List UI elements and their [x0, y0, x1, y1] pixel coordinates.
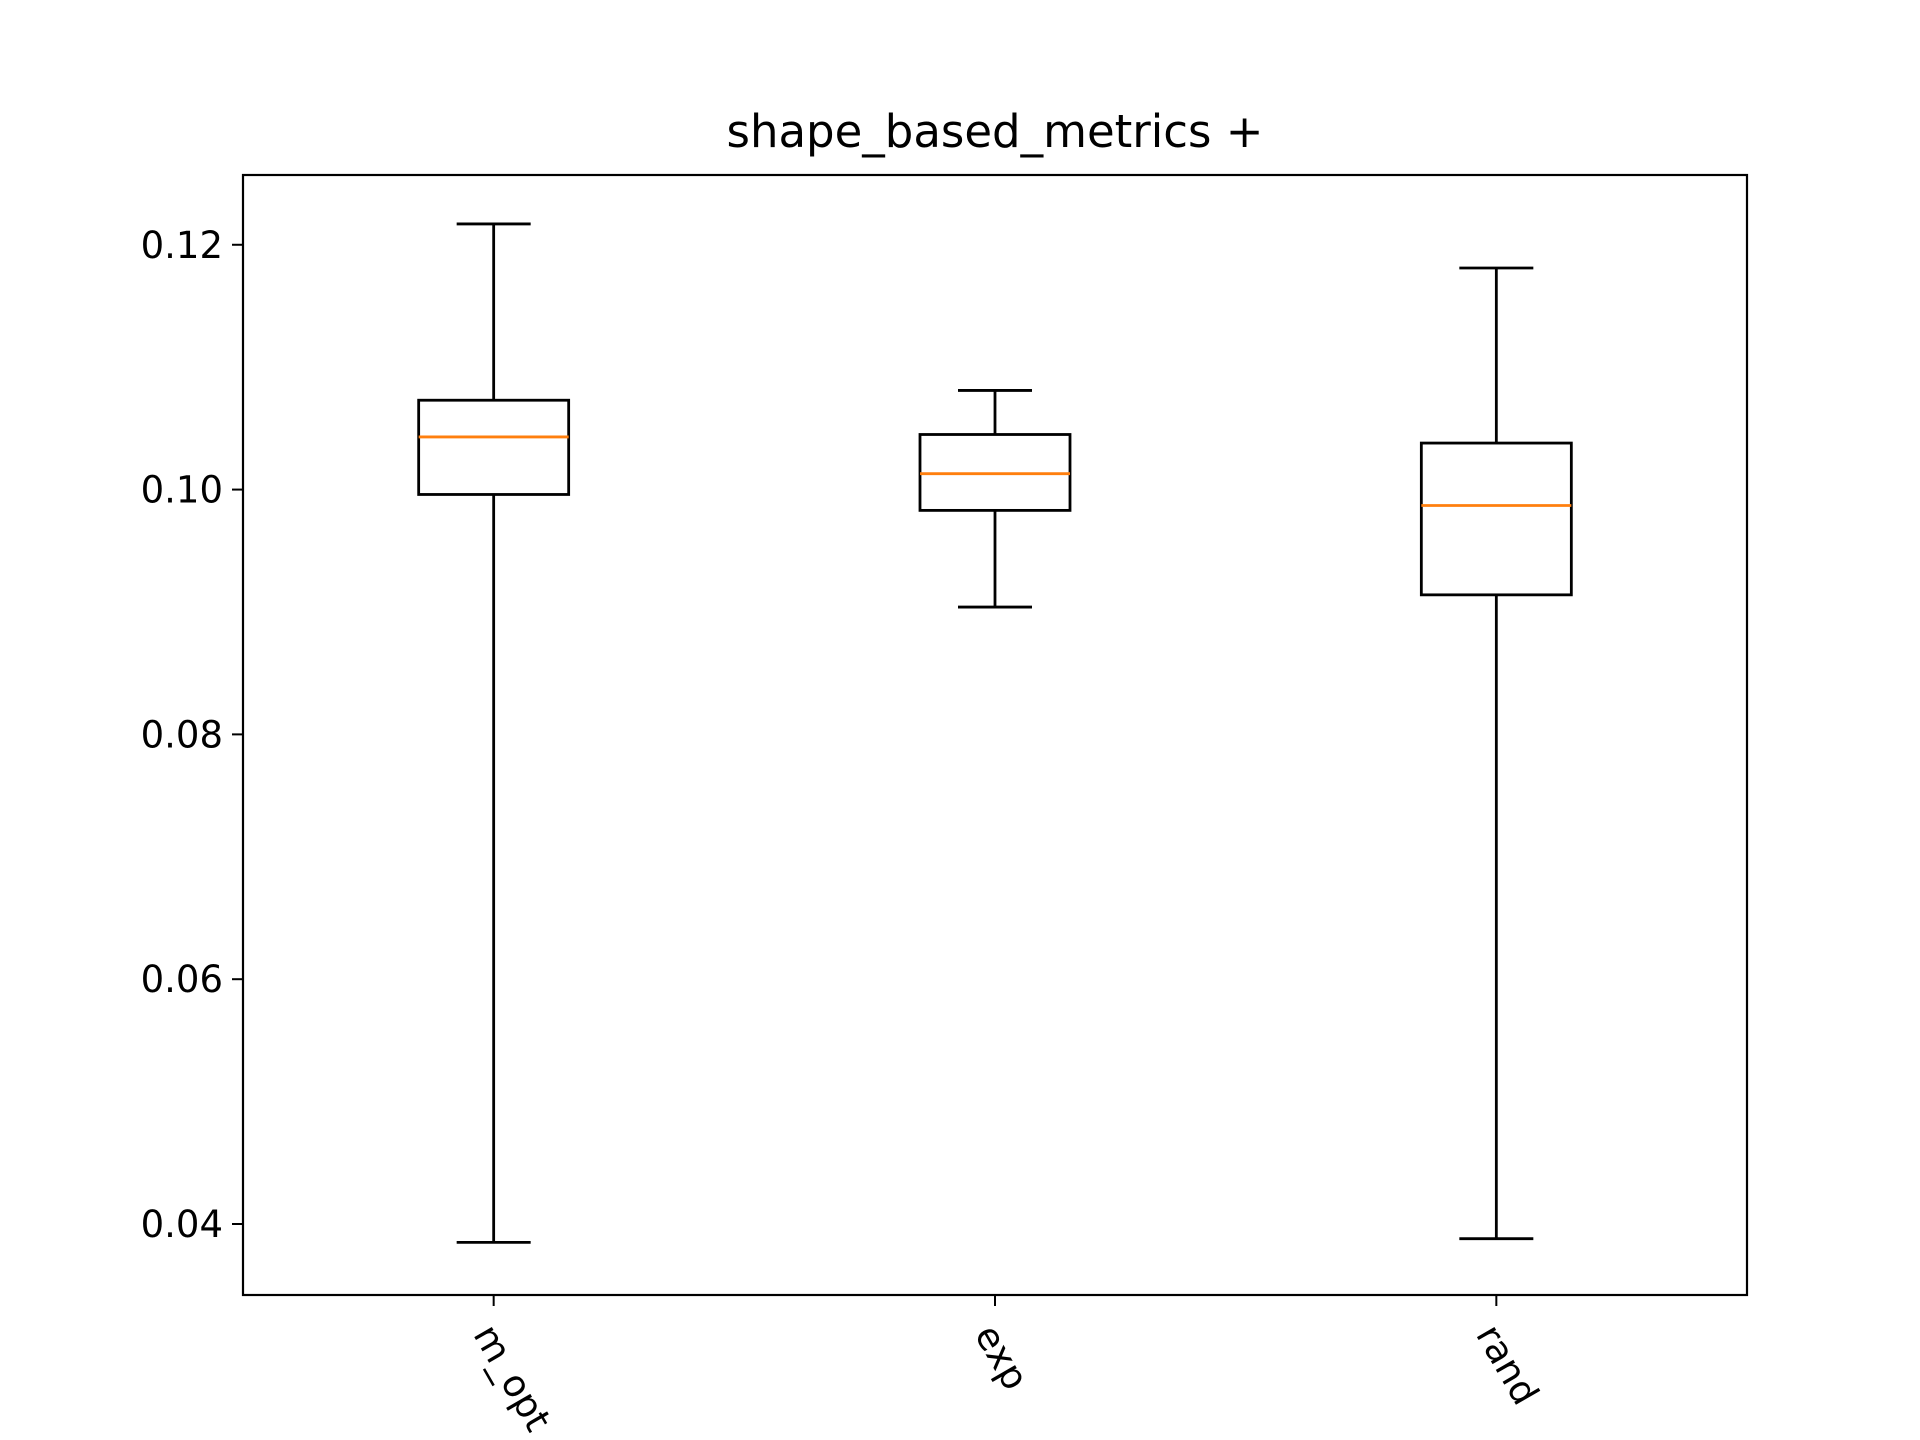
y-tick-label: 0.08	[141, 713, 223, 756]
y-tick-label: 0.06	[141, 958, 223, 1001]
box-rand	[1419, 441, 1573, 597]
plot-area	[417, 222, 1573, 1244]
y-tick-label: 0.12	[141, 224, 223, 267]
y-tick-label: 0.10	[141, 469, 223, 512]
y-tick-label: 0.04	[141, 1203, 223, 1246]
x-tick-label: exp	[966, 1317, 1037, 1397]
box-group-m-opt	[417, 222, 571, 1244]
y-axis: 0.04 0.06 0.08 0.10 0.12	[141, 224, 243, 1246]
box-group-rand	[1419, 266, 1573, 1241]
x-tick-label: m_opt	[465, 1317, 560, 1438]
plot-frame	[241, 173, 1749, 1297]
box-group-exp	[918, 389, 1072, 609]
x-axis: m_opt exp rand	[465, 1295, 1547, 1439]
box-m-opt	[417, 398, 571, 496]
x-tick-label: rand	[1467, 1317, 1547, 1412]
chart-title: shape_based_metrics +	[727, 105, 1264, 158]
